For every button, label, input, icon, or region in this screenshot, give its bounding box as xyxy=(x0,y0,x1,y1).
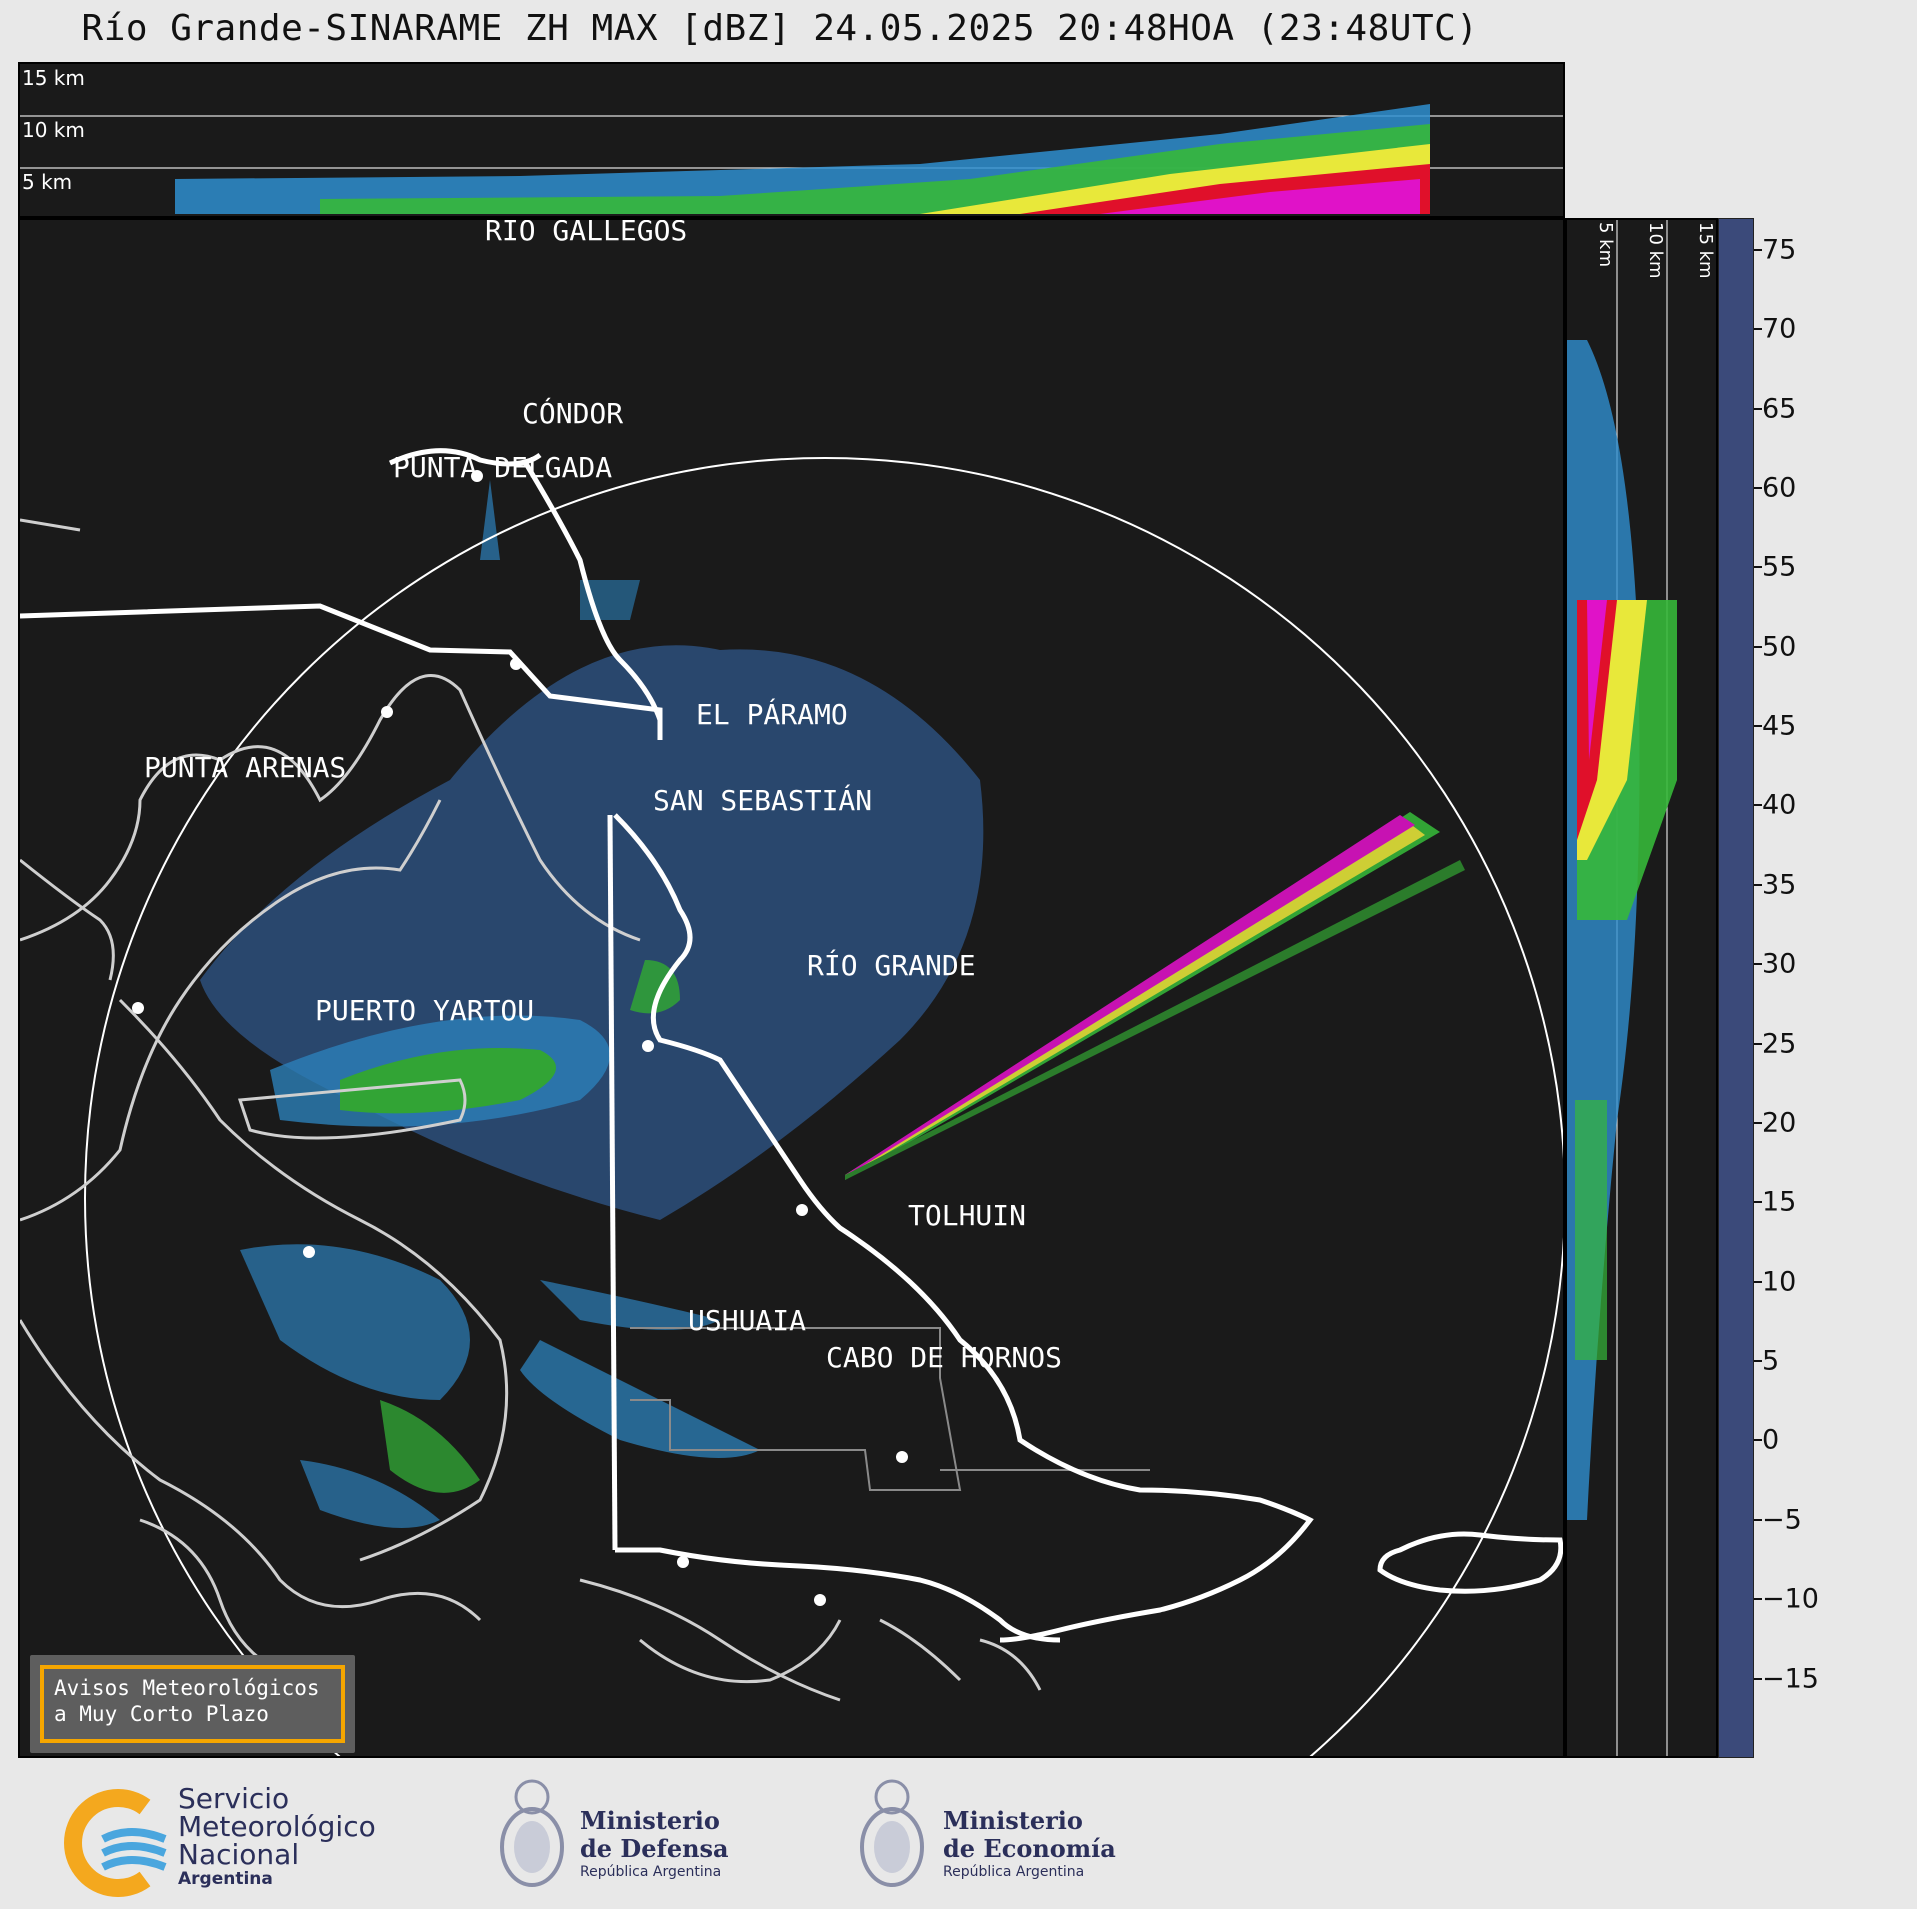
colorbar-tick-mark xyxy=(1754,1598,1762,1601)
radar-map-svg: RÍO GALLEGOS CÓNDOR PUNTA DELGADA EL PÁR… xyxy=(20,220,1563,1756)
side-height-profile-panel: 5 km 10 km 15 km xyxy=(1565,218,1718,1758)
provincial-borders xyxy=(630,1327,1150,1491)
colorbar-tick-mark xyxy=(1754,1121,1762,1124)
colorbar-tick-label: 35 xyxy=(1762,869,1797,901)
top-height-label-5km: 5 km xyxy=(22,170,73,194)
colorbar-tick-label: 75 xyxy=(1762,234,1797,266)
city-label-punta-arenas: PUNTA ARENAS xyxy=(144,751,346,784)
economia-line-3: República Argentina xyxy=(943,1864,1085,1880)
colorbar-tick-mark xyxy=(1754,248,1762,251)
city-label-condor: CÓNDOR xyxy=(522,396,623,430)
colorbar-tick-label: −5 xyxy=(1762,1504,1802,1536)
side-profile-echoes xyxy=(1567,220,1677,1756)
colorbar-tick-mark xyxy=(1754,1439,1762,1442)
defensa-line-2: de Defensa xyxy=(580,1834,729,1863)
colorbar-tick-label: 40 xyxy=(1762,789,1797,821)
coastlines xyxy=(20,518,1042,1702)
city-markers xyxy=(132,470,908,1606)
colorbar-tick-mark xyxy=(1754,486,1762,489)
colorbar-tick-label: −10 xyxy=(1762,1583,1819,1615)
avisos-label: Avisos Meteorológicos a Muy Corto Plazo xyxy=(40,1665,345,1743)
island-boundary xyxy=(20,448,1563,1643)
smn-line-1: Servicio xyxy=(178,1782,290,1815)
city-label-san-sebastian: SAN SEBASTIÁN xyxy=(653,783,872,817)
avisos-box: Avisos Meteorológicos a Muy Corto Plazo xyxy=(30,1655,355,1753)
defensa-line-3: República Argentina xyxy=(580,1864,722,1880)
range-ring xyxy=(84,457,1563,1756)
top-height-label-10km: 10 km xyxy=(22,118,85,142)
colorbar-tick-mark xyxy=(1754,1677,1762,1680)
colorbar-tick-label: 10 xyxy=(1762,1266,1797,1298)
city-label-rio-gallegos: RÍO GALLEGOS xyxy=(485,220,687,247)
coat-of-arms-icon xyxy=(860,1779,924,1887)
colorbar-tick-label: 30 xyxy=(1762,948,1797,980)
economia-line-1: Ministerio xyxy=(943,1806,1083,1835)
colorbar-tick-mark xyxy=(1754,566,1762,569)
colorbar-tick-label: 20 xyxy=(1762,1107,1797,1139)
colorbar-tick-label: 0 xyxy=(1762,1424,1780,1456)
smn-logo-icon xyxy=(64,1789,167,1897)
city-label-rio-grande: RÍO GRANDE xyxy=(807,948,976,982)
smn-line-2: Meteorológico xyxy=(178,1810,376,1843)
city-label-puerto-yartou: PUERTO YARTOU xyxy=(315,994,534,1027)
colorbar-tick-mark xyxy=(1754,1042,1762,1045)
colorbar-tick-mark xyxy=(1754,883,1762,886)
colorbar-tick-mark xyxy=(1754,1201,1762,1204)
colorbar-tick-label: 60 xyxy=(1762,472,1797,504)
colorbar-tick-mark xyxy=(1754,963,1762,966)
colorbar-tick-label: 65 xyxy=(1762,393,1797,424)
colorbar-tick-mark xyxy=(1754,328,1762,331)
colorbar-tick-mark xyxy=(1754,407,1762,410)
avisos-line-1: Avisos Meteorológicos xyxy=(54,1676,320,1700)
colorbar-tick-mark xyxy=(1754,725,1762,728)
colorbar-tick-mark xyxy=(1754,804,1762,807)
side-height-label-5km: 5 km xyxy=(1595,222,1616,268)
city-label-cabo-de-hornos: CABO DE HORNOS xyxy=(826,1341,1062,1374)
colorbar-tick-label: 45 xyxy=(1762,710,1797,742)
colorbar-tick-mark xyxy=(1754,645,1762,648)
city-label-punta-delgada: PUNTA DELGADA xyxy=(393,451,612,484)
side-height-label-10km: 10 km xyxy=(1645,222,1666,279)
coat-of-arms-icon xyxy=(500,1779,564,1887)
top-height-label-15km: 15 km xyxy=(22,66,85,90)
colorbar-tick-label: 15 xyxy=(1762,1186,1797,1218)
colorbar-tick-label: 70 xyxy=(1762,313,1797,345)
colorbar-tick-mark xyxy=(1754,1280,1762,1283)
defensa-line-1: Ministerio xyxy=(580,1806,720,1835)
colorbar-tick-label: 25 xyxy=(1762,1028,1797,1060)
colorbar-tick-label: −15 xyxy=(1762,1663,1819,1695)
city-label-ushuaia: USHUAIA xyxy=(688,1304,806,1337)
colorbar-tick-label: 50 xyxy=(1762,631,1797,663)
dbz-colorbar xyxy=(1718,218,1754,1758)
colorbar-tick-mark xyxy=(1754,1518,1762,1521)
smn-line-4: Argentina xyxy=(178,1869,273,1889)
avisos-line-2: a Muy Corto Plazo xyxy=(54,1702,269,1726)
colorbar-tick-label: 55 xyxy=(1762,551,1797,583)
top-profile-echoes xyxy=(20,104,1563,214)
economia-line-2: de Economía xyxy=(943,1834,1116,1863)
city-label-tolhuin: TOLHUIN xyxy=(908,1199,1026,1232)
map-title: Río Grande-SINARAME ZH MAX [dBZ] 24.05.2… xyxy=(81,8,1479,49)
colorbar-tick-label: 5 xyxy=(1762,1345,1780,1377)
top-height-profile-panel: 15 km 10 km 5 km xyxy=(18,62,1565,218)
side-height-label-15km: 15 km xyxy=(1695,222,1716,279)
radar-map-panel: RÍO GALLEGOS CÓNDOR PUNTA DELGADA EL PÁR… xyxy=(18,218,1565,1758)
colorbar-tick-mark xyxy=(1754,1360,1762,1363)
city-label-el-paramo: EL PÁRAMO xyxy=(696,697,848,731)
smn-line-3: Nacional xyxy=(178,1838,300,1871)
